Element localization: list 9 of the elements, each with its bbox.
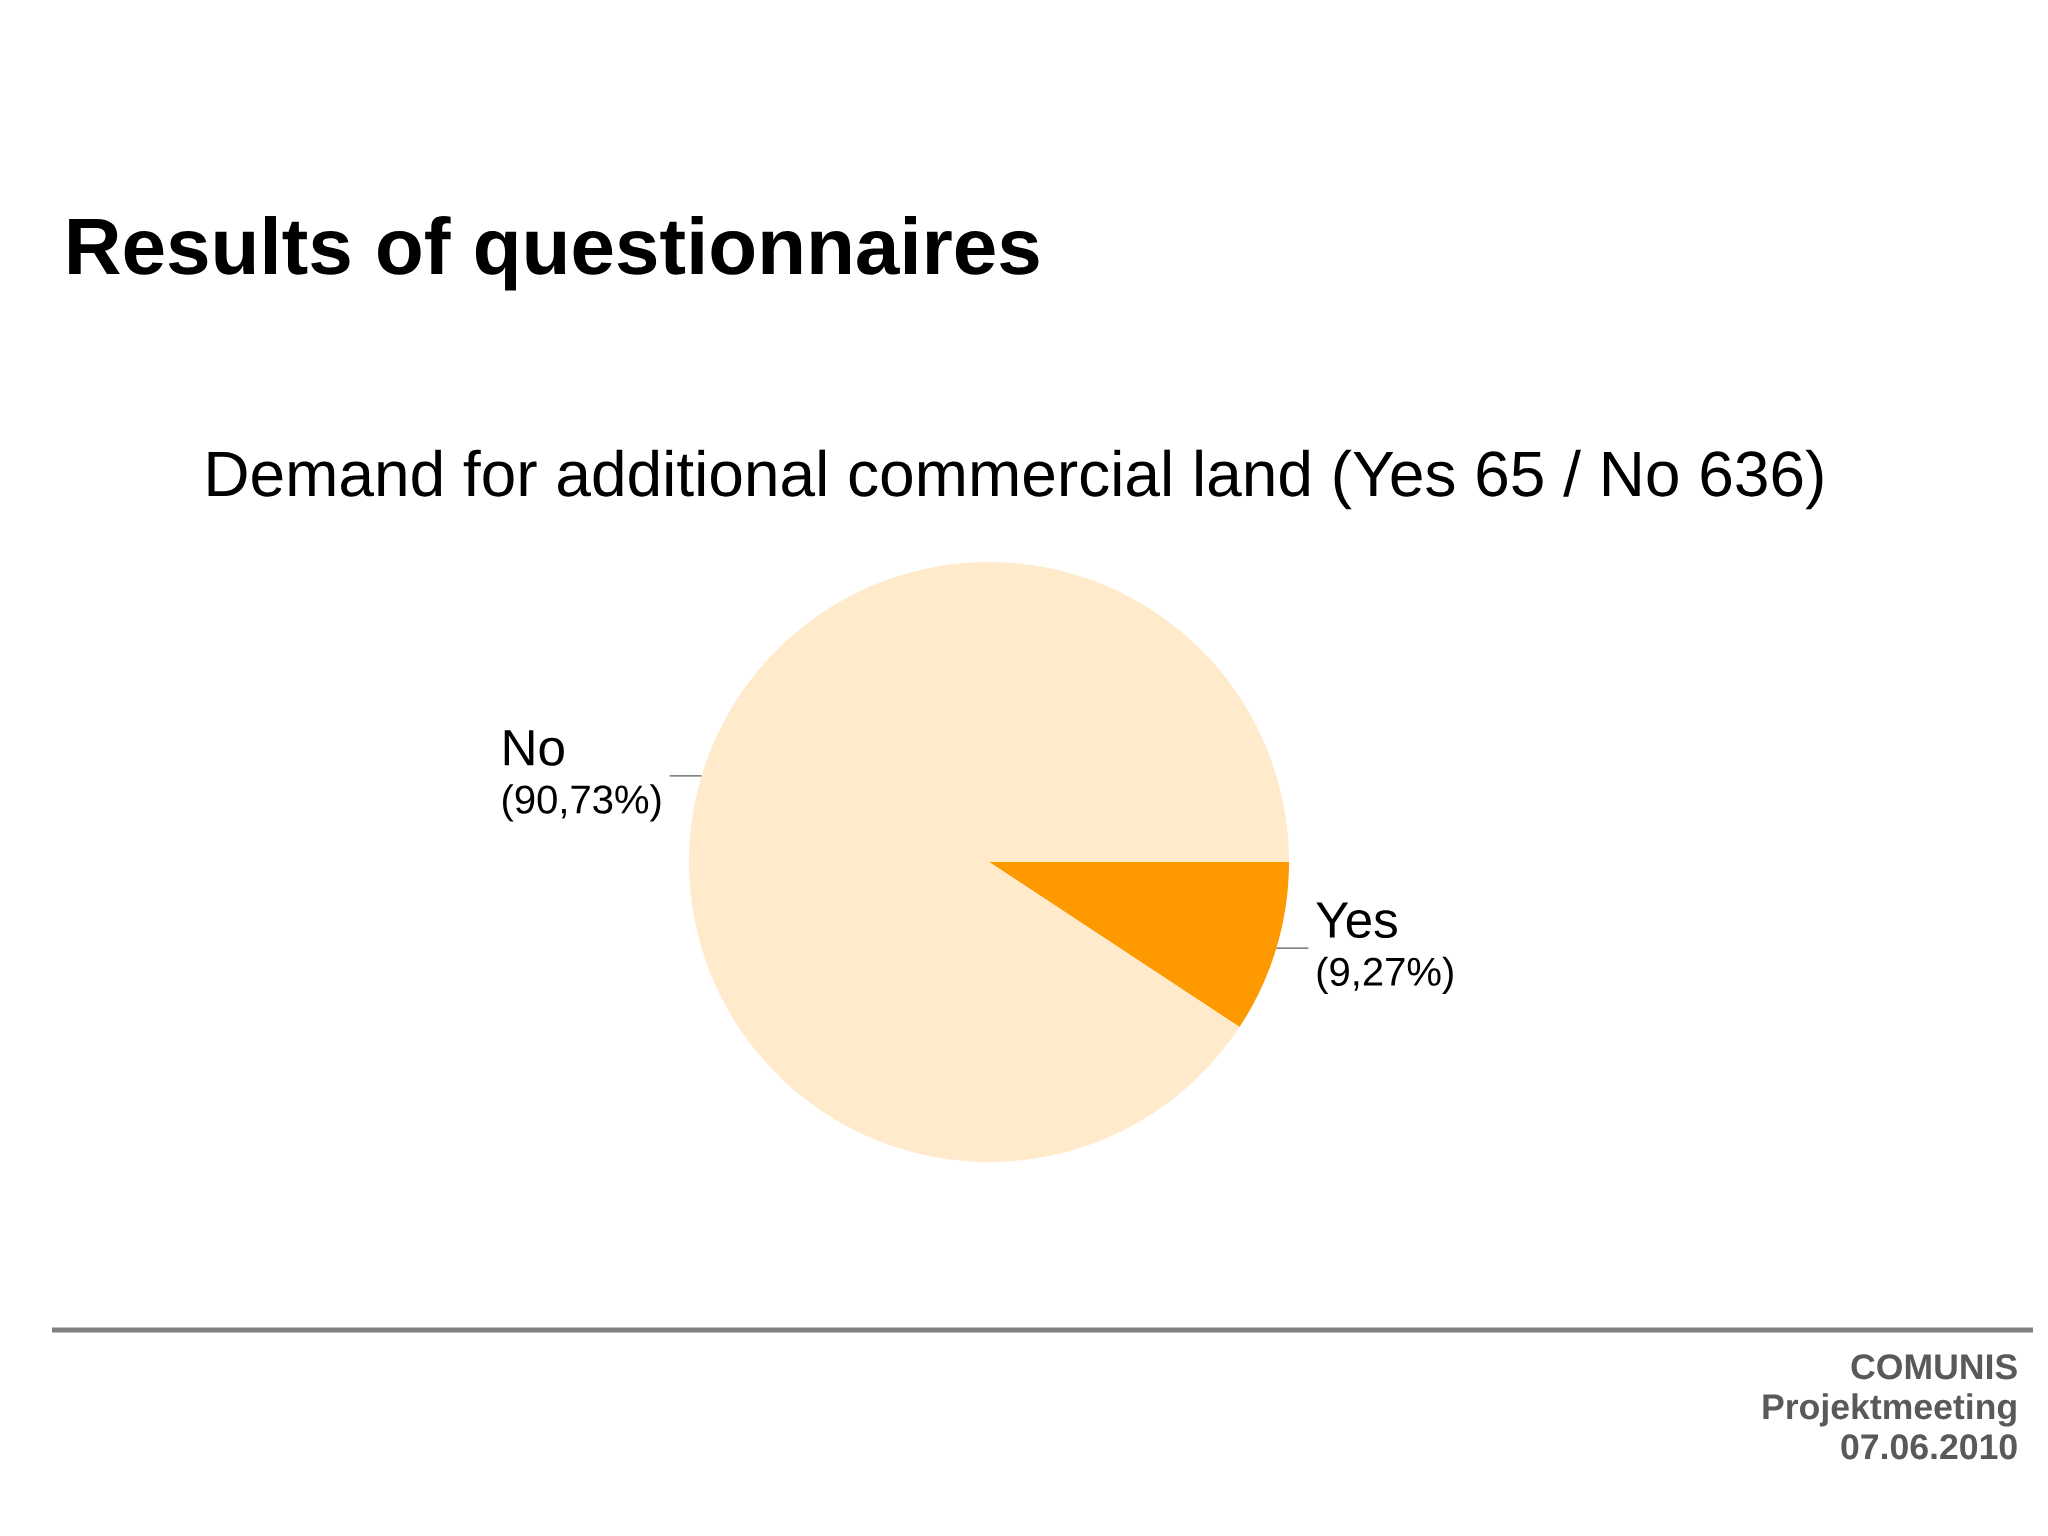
text: COMUNIS	[1851, 1354, 2017, 1380]
chart-subtitle: Demand for additional commercial land (Yes 65 / No 636)	[208, 449, 1823, 510]
text: Projektmeeting	[1763, 1393, 2016, 1427]
slice-label: No	[504, 730, 564, 766]
text: 07.06.2010	[1841, 1434, 2017, 1460]
slice-label: Yes	[1316, 902, 1397, 939]
chart-title: Results of questionnaires	[69, 216, 1039, 291]
data-label: (90,73%)	[503, 784, 661, 822]
data-label: (9,27%)	[1317, 956, 1453, 994]
